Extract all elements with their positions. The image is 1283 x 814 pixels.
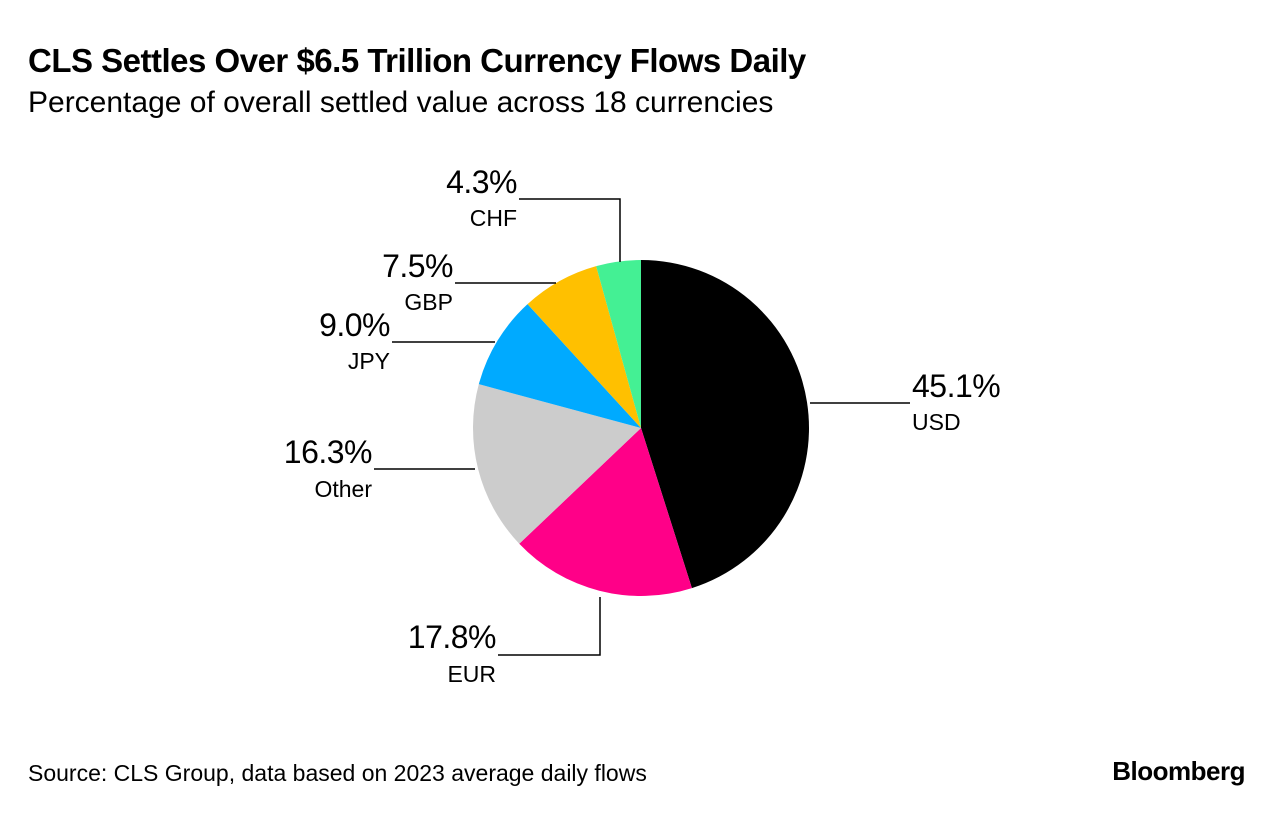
pie-slice-chf [596,260,641,428]
category-label-chf: CHF [470,205,517,231]
category-label-usd: USD [912,409,961,435]
leader-line-chf [519,198,621,262]
pie-slice-other [473,384,641,544]
pie-slice-usd [641,260,809,589]
leader-line-eur [498,597,601,656]
chart-subtitle: Percentage of overall settled value acro… [28,86,774,119]
value-label-gbp: 7.5% [382,248,453,284]
value-label-usd: 45.1% [912,368,1000,404]
value-label-eur: 17.8% [408,619,496,655]
value-label-jpy: 9.0% [319,307,390,343]
pie-slice-gbp [527,266,641,428]
pie-chart: 45.1% USD 17.8% EUR 16.3% Other 9.0% JPY 7.5% GBP… [284,164,1001,687]
value-label-other: 16.3% [284,434,372,470]
category-label-eur: EUR [447,661,496,687]
pie-slice-eur [519,428,692,596]
category-label-other: Other [314,476,372,502]
category-label-gbp: GBP [404,289,453,315]
bloomberg-logo: Bloomberg [1112,756,1245,786]
chart-title: CLS Settles Over $6.5 Trillion Currency … [28,42,806,79]
category-label-jpy: JPY [348,348,390,374]
value-label-chf: 4.3% [446,164,517,200]
source-note: Source: CLS Group, data based on 2023 av… [28,760,647,786]
pie-slice-jpy [478,304,641,428]
